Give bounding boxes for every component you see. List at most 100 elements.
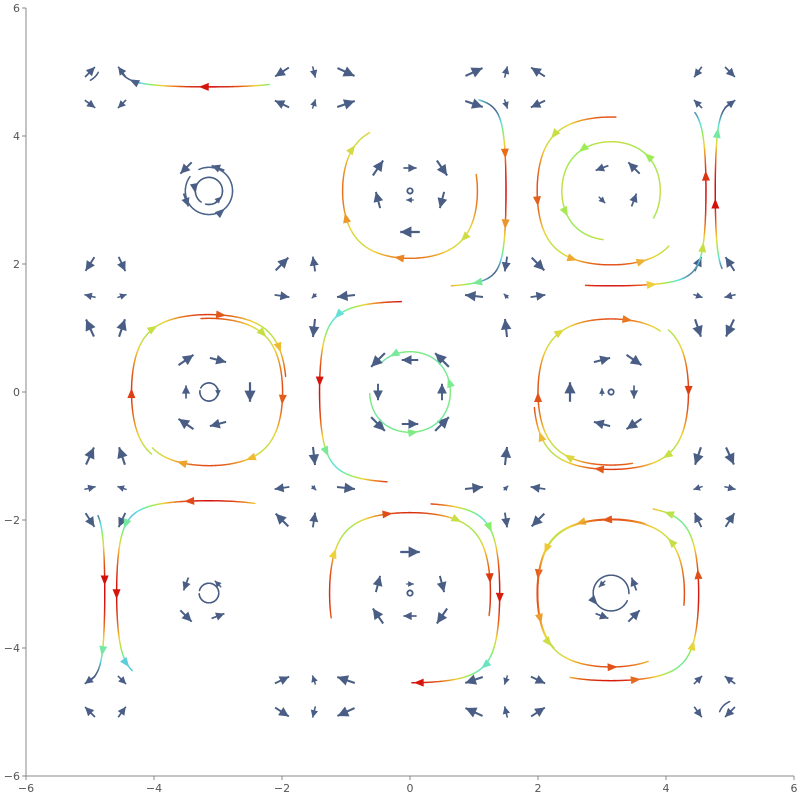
vector-arrow-head — [437, 197, 448, 209]
streamline-arrowhead — [687, 640, 696, 652]
vector-arrow-head — [628, 162, 639, 173]
vector-arrow-head — [725, 707, 735, 717]
streamline-arrowhead — [593, 465, 605, 474]
vector-arrow-head — [598, 611, 609, 620]
vector-arrow-head — [408, 163, 417, 173]
vector-arrow-head — [599, 388, 605, 394]
streamline-arrowhead — [500, 148, 509, 159]
streamline-arrowhead — [99, 645, 108, 657]
streamline-arrowhead — [127, 388, 136, 399]
streamline-arrowhead — [542, 636, 552, 647]
y-tick-label: 2 — [13, 258, 20, 271]
vector-arrow-head — [470, 67, 483, 78]
vector-arrow-head — [725, 324, 736, 337]
vector-arrow-head — [118, 676, 127, 685]
vector-arrow-head — [501, 517, 511, 528]
streamline-arrowhead — [481, 659, 492, 669]
streamline-arrowhead — [564, 454, 575, 464]
x-tick-label: −2 — [274, 782, 290, 795]
streamline — [711, 103, 731, 270]
streamline — [89, 514, 109, 681]
vector-arrow-head — [500, 447, 512, 459]
streamline-arrowhead — [535, 613, 543, 624]
streamline — [532, 116, 670, 267]
vector-arrow-head — [337, 706, 350, 717]
vector-arrow-head — [181, 385, 191, 394]
vector-arrow-head — [337, 290, 349, 302]
y-tick-label: 4 — [13, 130, 20, 143]
vector-arrow-head — [726, 100, 736, 109]
vector-arrow-head — [531, 67, 542, 77]
streamline-arrowhead — [544, 542, 553, 554]
streamline — [189, 176, 224, 206]
vector-arrow-head — [310, 484, 317, 491]
streamline — [535, 515, 686, 649]
vector-arrow-head — [629, 193, 638, 204]
vector-arrow-head — [342, 66, 355, 77]
vector-arrow-head — [278, 676, 290, 685]
streamline — [89, 71, 100, 81]
streamline-arrowhead — [256, 327, 267, 338]
streamline-arrowhead — [684, 385, 693, 396]
vector-arrow-head — [372, 575, 383, 587]
streamline-segment — [130, 669, 133, 672]
vector-arrow-head — [408, 419, 419, 429]
x-tick-label: 4 — [663, 782, 670, 795]
streamline-arrowhead — [214, 208, 225, 219]
x-tick-label: 6 — [791, 782, 798, 795]
vector-arrow-head — [373, 390, 383, 401]
vector-arrow-head — [531, 515, 543, 527]
vector-arrow-head — [85, 260, 95, 271]
streamline-arrowhead — [393, 254, 405, 263]
vector-arrow-head — [181, 611, 192, 622]
vector-arrow-head — [502, 706, 511, 715]
x-axis-ticks: −6 −4 −2 0 2 4 6 — [18, 776, 798, 795]
streamlines — [89, 71, 731, 713]
vector-arrow-head — [214, 612, 225, 621]
streamline-arrowhead — [532, 196, 541, 207]
x-tick-label: −6 — [18, 782, 34, 795]
vector-arrow-head — [503, 293, 510, 300]
streamline-arrowhead — [485, 573, 494, 584]
x-tick-label: 0 — [407, 782, 414, 795]
vector-arrow-head — [693, 708, 702, 718]
streamline-arrowhead — [472, 277, 483, 286]
vector-arrow-head — [119, 293, 127, 300]
vector-arrow-head — [626, 418, 639, 430]
streamline-arrowhead — [553, 329, 565, 339]
vector-arrow-head — [118, 516, 127, 528]
vector-arrow-head — [372, 160, 384, 173]
vector-arrow-head — [85, 516, 95, 527]
vector-arrow-head — [373, 191, 384, 203]
vector-arrow-head — [629, 390, 639, 399]
streamline-arrowhead — [215, 310, 227, 319]
vector-arrow-head — [277, 257, 289, 269]
streamline — [184, 166, 234, 219]
streamline-arrowhead — [245, 452, 257, 461]
streamline-arrowhead — [413, 678, 424, 687]
streamline — [151, 317, 287, 469]
vector-arrow-head — [181, 354, 194, 366]
streamline-arrowhead — [320, 445, 329, 457]
streamline — [533, 329, 693, 474]
streamline-segment — [658, 329, 662, 332]
streamline-arrowhead — [607, 663, 618, 672]
plot-frame — [25, 8, 794, 777]
streamline-arrowhead — [129, 79, 141, 88]
streamline-segment — [367, 131, 371, 134]
streamline-arrowhead — [495, 592, 504, 603]
streamline-arrowhead — [460, 231, 471, 242]
streamline-arrowhead — [662, 449, 674, 459]
vector-arrow-head — [725, 67, 735, 77]
vector-arrow-head — [87, 484, 96, 493]
vector-arrow-head — [209, 418, 221, 429]
streamline-arrowhead — [176, 460, 188, 469]
vector-arrow-head — [117, 485, 125, 492]
streamline — [120, 71, 271, 91]
streamline-arrowhead — [123, 517, 132, 529]
streamline-arrowhead — [630, 676, 641, 685]
streamline — [584, 111, 710, 289]
streamline-arrowhead — [278, 394, 287, 405]
vector-arrow-head — [275, 67, 286, 77]
